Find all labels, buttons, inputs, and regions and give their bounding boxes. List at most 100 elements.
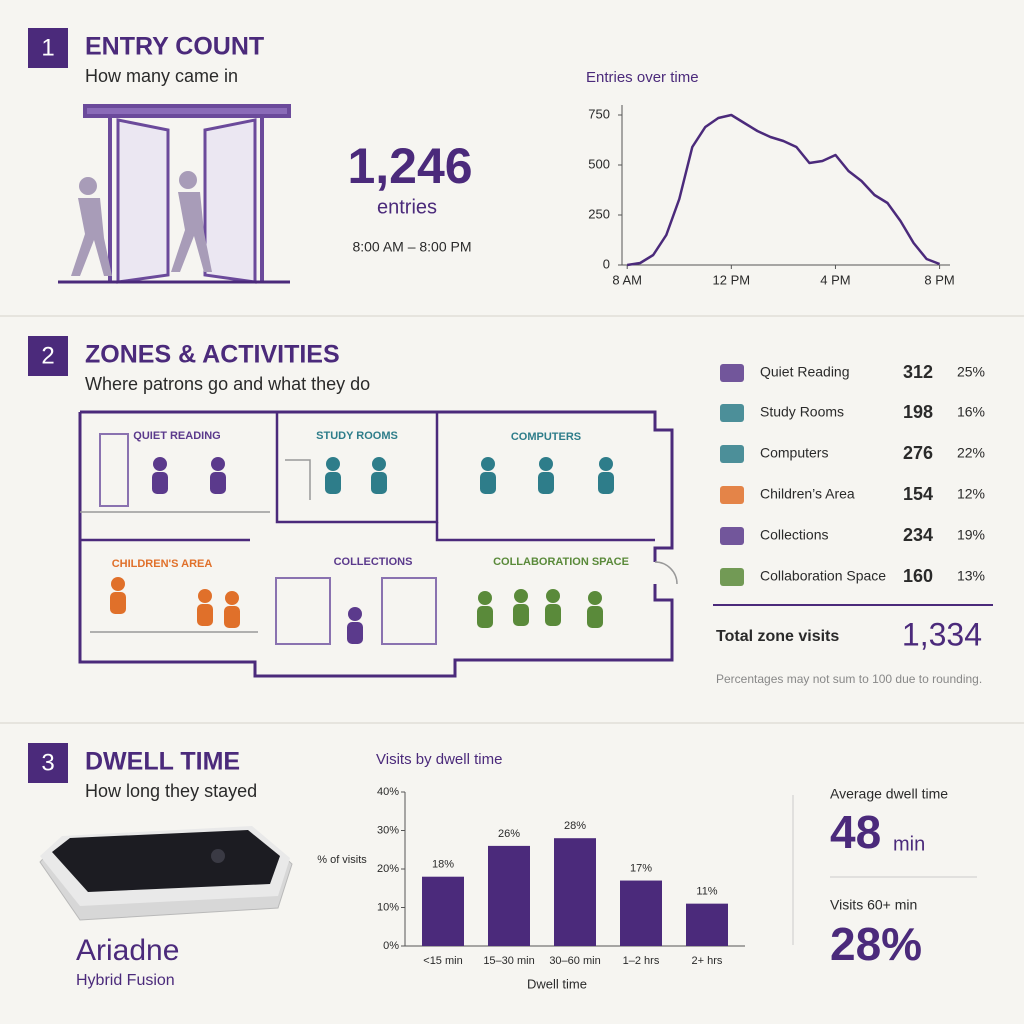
value-label: 26% xyxy=(498,828,520,840)
total-label: Total zone visits xyxy=(716,628,839,645)
zone-count: 154 xyxy=(903,484,933,504)
long-value: 28% xyxy=(830,918,922,970)
device-subtitle: Hybrid Fusion xyxy=(76,972,175,989)
zone-icon xyxy=(720,527,744,545)
bar xyxy=(686,903,728,946)
value-label: 28% xyxy=(564,820,586,832)
y-tick-label: 30% xyxy=(377,824,399,836)
person-icon xyxy=(210,472,226,494)
person-icon xyxy=(538,472,554,494)
x-tick-label: 15–30 min xyxy=(483,955,534,967)
device-illustration xyxy=(39,826,293,921)
zone-name: Children’s Area xyxy=(760,486,855,502)
zone-count: 160 xyxy=(903,566,933,586)
y-tick-label: 10% xyxy=(377,901,399,913)
x-tick-label: 4 PM xyxy=(820,272,850,287)
value-label: 18% xyxy=(432,859,454,871)
chart-title: Visits by dwell time xyxy=(376,751,502,768)
person-icon xyxy=(545,604,561,626)
person-icon xyxy=(477,606,493,628)
person-icon xyxy=(326,457,340,471)
zone-percent: 12% xyxy=(957,486,985,502)
zone-icon xyxy=(720,568,744,586)
section-subtitle: How long they stayed xyxy=(85,781,257,801)
note: Percentages may not sum to 100 due to ro… xyxy=(716,672,982,686)
bar xyxy=(422,876,464,946)
zone-label: STUDY ROOMS xyxy=(316,430,398,442)
long-label: Visits 60+ min xyxy=(830,897,917,913)
person-icon xyxy=(197,604,213,626)
x-tick-label: 8 PM xyxy=(924,272,954,287)
zone-name: Collaboration Space xyxy=(760,568,886,584)
zone-icon xyxy=(720,445,744,463)
x-tick-label: 8 AM xyxy=(612,272,642,287)
section-subtitle: Where patrons go and what they do xyxy=(85,374,370,394)
person-icon xyxy=(587,606,603,628)
bar xyxy=(488,845,530,946)
avg-unit: min xyxy=(893,833,925,855)
zone-icon xyxy=(720,486,744,504)
x-axis-label: Dwell time xyxy=(527,976,587,991)
y-tick-label: 0 xyxy=(603,256,610,271)
bookshelf xyxy=(99,433,129,507)
x-tick-label: 12 PM xyxy=(713,272,751,287)
zone-percent: 16% xyxy=(957,404,985,420)
y-tick-label: 250 xyxy=(588,206,610,221)
line-series xyxy=(627,113,941,267)
total-value: 1,334 xyxy=(902,616,982,652)
zone-label: QUIET READING xyxy=(133,430,220,442)
zone-count: 276 xyxy=(903,443,933,463)
bookshelf xyxy=(381,577,437,645)
person-icon xyxy=(110,592,126,614)
person-icon xyxy=(371,472,387,494)
entry-unit: entries xyxy=(377,196,437,218)
zone-label: COLLECTIONS xyxy=(334,556,413,568)
section-badge xyxy=(28,28,68,68)
door-illustration xyxy=(58,104,291,284)
person-icon xyxy=(211,457,225,471)
person-icon xyxy=(478,591,492,605)
person-icon xyxy=(198,589,212,603)
device-name: Ariadne xyxy=(76,934,179,967)
zone-icons xyxy=(99,433,614,645)
bar xyxy=(554,838,596,946)
section-title: DWELL TIME xyxy=(85,748,240,776)
section-title: ZONES & ACTIVITIES xyxy=(85,341,340,369)
entry-range: 8:00 AM – 8:00 PM xyxy=(352,239,471,255)
chart-title: Entries over time xyxy=(586,69,699,86)
x-tick-label: 2+ hrs xyxy=(692,955,723,967)
person-icon xyxy=(599,457,613,471)
zone-percent: 13% xyxy=(957,568,985,584)
zone-label: CHILDREN'S AREA xyxy=(112,558,213,570)
value-label: 11% xyxy=(696,886,717,898)
bar xyxy=(620,880,662,946)
person-icon xyxy=(224,606,240,628)
y-tick-label: 500 xyxy=(588,156,610,171)
section-number: 1 xyxy=(41,34,54,61)
person-icon xyxy=(348,607,362,621)
person-icon xyxy=(153,457,167,471)
person-icon xyxy=(152,472,168,494)
y-tick-label: 20% xyxy=(377,863,399,875)
zone-icon xyxy=(720,404,744,422)
y-tick-label: 40% xyxy=(377,786,399,798)
person-icon xyxy=(598,472,614,494)
person-icon xyxy=(347,622,363,644)
person-icon xyxy=(514,589,528,603)
zone-percent: 19% xyxy=(957,527,985,543)
y-tick-label: 0% xyxy=(383,940,399,952)
x-tick-label: 30–60 min xyxy=(549,955,600,967)
zone-count: 198 xyxy=(903,402,933,422)
person-icon xyxy=(546,589,560,603)
value-label: 17% xyxy=(630,862,652,874)
zone-name: Computers xyxy=(760,445,828,461)
person-icon xyxy=(513,604,529,626)
section-subtitle: How many came in xyxy=(85,66,238,86)
person-icon xyxy=(111,577,125,591)
section-badge xyxy=(28,336,68,376)
floor-plan xyxy=(78,410,678,678)
person-icon xyxy=(481,457,495,471)
zone-name: Quiet Reading xyxy=(760,364,850,380)
section-number: 3 xyxy=(41,749,54,776)
